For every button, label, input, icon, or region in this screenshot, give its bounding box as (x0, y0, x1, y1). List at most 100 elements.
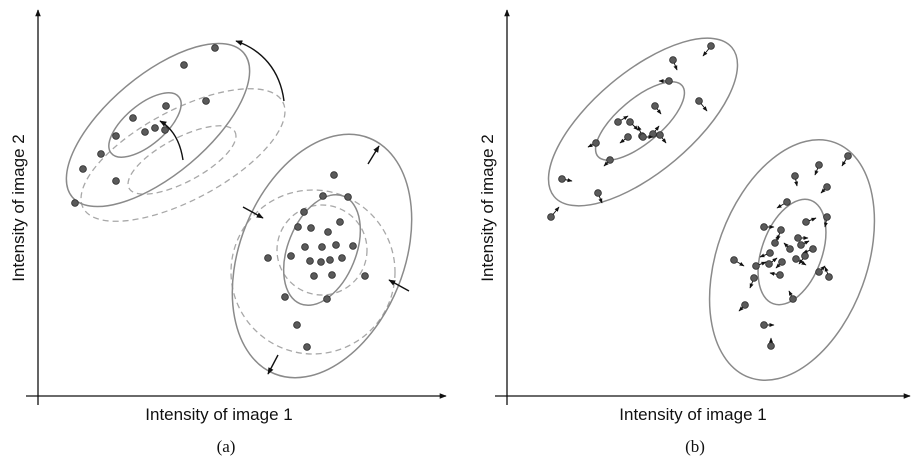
panel-a-shrink-arrow-right (388, 279, 410, 292)
panel-b-upper-solid-outer (547, 37, 739, 207)
panel-a-axes (26, 9, 447, 405)
data-point (794, 234, 802, 242)
data-point (765, 260, 773, 268)
data-point (766, 249, 774, 257)
data-point (332, 241, 340, 249)
data-point (695, 97, 703, 105)
panel-a-rotation-arrow-inner (159, 120, 184, 161)
data-point (336, 218, 344, 226)
panel-a-upper-dashed-inner (127, 125, 237, 195)
data-point (760, 223, 768, 231)
data-point (665, 77, 673, 85)
panel-a-lower-dashed-outer (230, 189, 396, 355)
data-point (112, 132, 120, 140)
data-point (791, 172, 799, 180)
data-point (287, 252, 295, 260)
data-point (293, 321, 301, 329)
panel-b-lower-solid-inner (757, 198, 827, 306)
data-point (162, 102, 170, 110)
data-point (801, 252, 809, 260)
panel-a-upper-solid-outer (65, 42, 251, 208)
panel-b-axes (495, 9, 911, 405)
data-point (180, 61, 188, 69)
data-point (112, 177, 120, 185)
data-point (707, 42, 715, 50)
panel-b-xlabel: Intensity of image 1 (619, 405, 766, 424)
panel-a-expand-arrow-top (367, 145, 380, 165)
data-point (792, 255, 800, 263)
panel-b (495, 9, 911, 405)
data-point (310, 272, 318, 280)
data-point (614, 118, 622, 126)
panel-a-rotation-arrow-outer (235, 40, 285, 102)
data-point (129, 114, 137, 122)
data-point (750, 274, 758, 282)
panel-a-caption: (a) (217, 437, 236, 456)
data-point (815, 161, 823, 169)
data-point (823, 213, 831, 221)
panel-b-points (547, 42, 852, 350)
panel-b-lower-solid-outer (708, 139, 876, 381)
labels: Intensity of image 1 Intensity of image … (9, 134, 767, 456)
panel-a-expand-arrow-bottom (267, 354, 279, 375)
data-point (328, 271, 336, 279)
panel-b-solid-ellipses (547, 37, 876, 381)
data-point (778, 258, 786, 266)
panel-a-xlabel: Intensity of image 1 (145, 405, 292, 424)
data-point (330, 171, 338, 179)
data-point (741, 301, 749, 309)
data-point (802, 218, 810, 226)
data-point (669, 56, 677, 64)
data-point (326, 256, 334, 264)
data-point (211, 44, 219, 52)
data-point (771, 239, 779, 247)
data-point (151, 124, 159, 132)
data-point (349, 242, 357, 250)
data-point (361, 272, 369, 280)
data-point (823, 183, 831, 191)
data-point (651, 102, 659, 110)
panel-a-lower-dashed-inner (276, 204, 368, 296)
data-point (301, 243, 309, 251)
data-point (71, 199, 79, 207)
data-point (317, 258, 325, 266)
data-point (79, 165, 87, 173)
data-point (594, 189, 602, 197)
data-point (656, 131, 664, 139)
panel-a-shrink-arrow-left (242, 206, 264, 219)
panel-a-lower-solid-inner (282, 193, 362, 307)
data-point (626, 118, 634, 126)
panel-a-ylabel: Intensity of image 2 (9, 134, 28, 281)
data-point (624, 133, 632, 141)
data-point (264, 254, 272, 262)
data-point (730, 256, 738, 264)
data-point (649, 130, 657, 138)
panel-b-ylabel: Intensity of image 2 (478, 134, 497, 281)
data-point (319, 192, 327, 200)
data-point (776, 271, 784, 279)
panel-a-arrows (159, 40, 410, 375)
data-point (815, 268, 823, 276)
data-point (306, 257, 314, 265)
data-point (338, 254, 346, 262)
data-point (307, 224, 315, 232)
panel-b-caption: (b) (685, 437, 705, 456)
panel-a-upper-dashed-outer (80, 88, 286, 222)
data-point (344, 193, 352, 201)
data-point (767, 342, 775, 350)
panel-a-dashed-ellipses (80, 88, 396, 355)
data-point (825, 273, 833, 281)
data-point (202, 97, 210, 105)
data-point (797, 241, 805, 249)
data-point (161, 126, 169, 134)
data-point (323, 295, 331, 303)
panel-a-upper-solid-inner (108, 92, 182, 158)
data-point (294, 223, 302, 231)
data-point (809, 245, 817, 253)
data-point (300, 208, 308, 216)
data-point (592, 139, 600, 147)
data-point (318, 243, 326, 251)
panel-a-lower-solid-outer (231, 133, 413, 379)
panel-a-points (71, 44, 369, 351)
